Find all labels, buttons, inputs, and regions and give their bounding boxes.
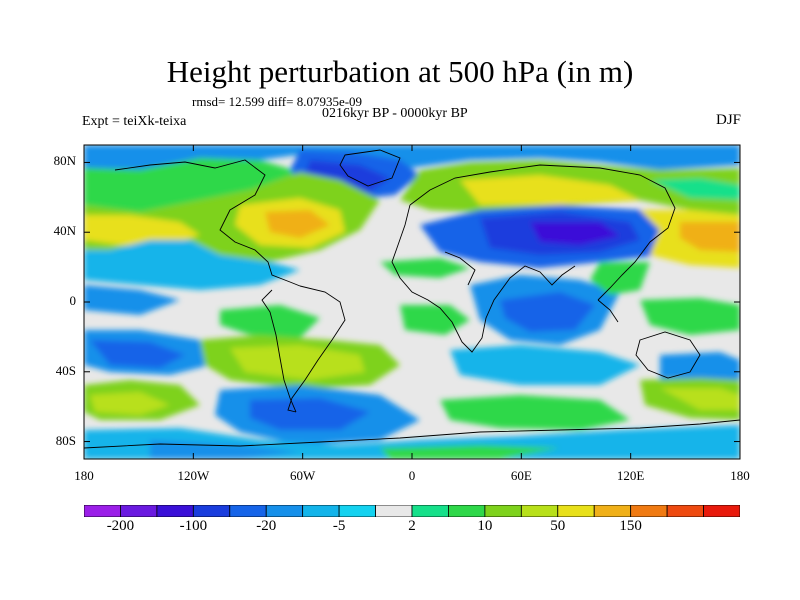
colorbar-swatch: [411, 505, 449, 517]
x-tick-label: 120W: [177, 468, 210, 483]
colorbar-label: 150: [619, 518, 642, 534]
stats-label: rmsd= 12.599 diff= 8.07935e-09: [192, 94, 363, 109]
x-tick-label: 180: [730, 468, 750, 483]
contour-field: [84, 145, 740, 459]
colorbar-swatch: [666, 505, 704, 517]
colorbar: [84, 505, 740, 517]
colorbar-label: -20: [256, 518, 277, 534]
colorbar-label: -5: [332, 518, 346, 534]
colorbar-swatch: [120, 505, 158, 517]
colorbar-swatch: [156, 505, 194, 517]
y-tick-label: 40N: [53, 223, 76, 239]
colorbar-swatch: [192, 505, 231, 517]
colorbar-swatch: [302, 505, 340, 517]
colorbar-swatch: [448, 505, 486, 517]
map-title: Height perturbation at 500 hPa (in m): [166, 54, 634, 89]
x-tick-label: 180: [74, 468, 94, 483]
colorbar-swatch: [703, 505, 740, 517]
x-tick-label: 0: [408, 468, 416, 483]
y-tick-label: 0: [69, 293, 77, 308]
colorbar-swatch: [557, 505, 595, 517]
colorbar-swatch: [338, 505, 376, 517]
colorbar-swatch: [229, 505, 267, 517]
colorbar-label: 10: [477, 518, 493, 534]
period-subtitle: 0216kyr BP - 0000kyr BP: [322, 106, 468, 121]
colorbar-swatch: [375, 505, 413, 517]
colorbar-swatch: [265, 505, 304, 517]
experiment-label: Expt = teiXk-teixa: [82, 114, 187, 129]
y-tick-label: 80S: [55, 432, 76, 448]
colorbar-swatch: [593, 505, 632, 517]
colorbar-label: 2: [408, 518, 416, 534]
axis-ticks: [83, 145, 741, 459]
season-label: DJF: [715, 112, 741, 128]
y-tick-label: 40S: [55, 362, 76, 378]
colorbar-swatch: [484, 505, 522, 517]
colorbar-label: 50: [550, 518, 566, 534]
x-tick-label: 120E: [616, 468, 645, 483]
colorbar-label: -200: [106, 518, 135, 534]
colorbar-swatch: [630, 505, 668, 517]
colorbar-label: -100: [179, 518, 208, 534]
x-tick-label: 60E: [510, 468, 532, 483]
y-tick-label: 80N: [53, 153, 76, 169]
x-tick-label: 60W: [290, 468, 316, 483]
coastlines: [84, 149, 740, 449]
colorbar-swatch: [520, 505, 559, 517]
colorbar-swatch: [84, 505, 121, 517]
